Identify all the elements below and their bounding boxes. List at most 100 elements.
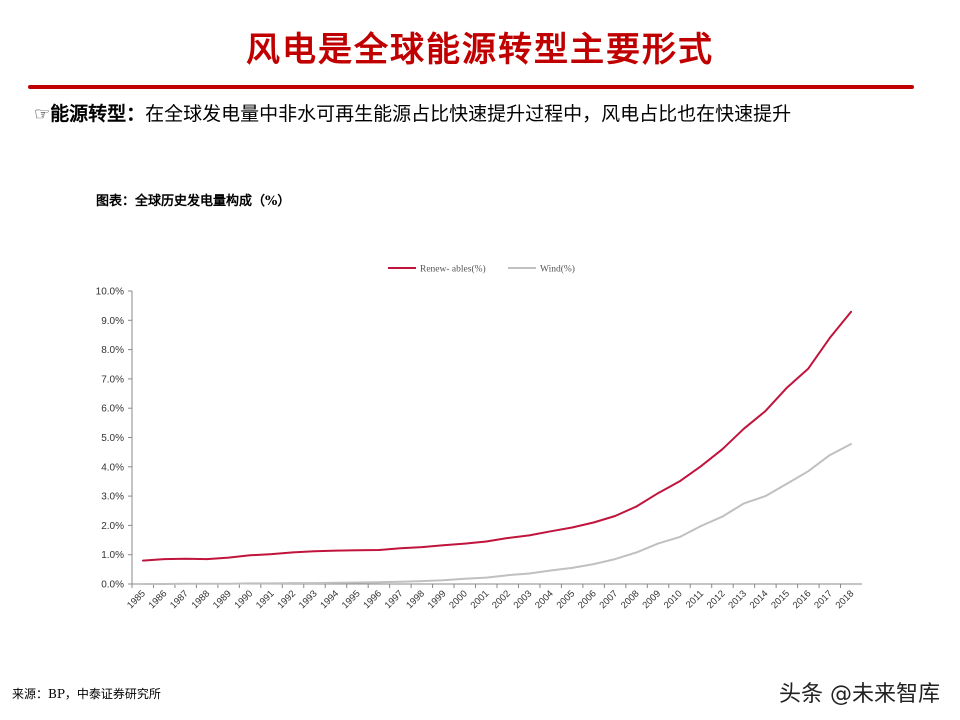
x-tick-label: 2002 <box>490 588 513 611</box>
y-tick-label: 0.0% <box>101 580 124 591</box>
y-tick-label: 10.0% <box>96 287 124 298</box>
key-point-label: 能源转型： <box>50 103 146 125</box>
x-tick-label: 1991 <box>254 588 277 611</box>
series-0-point <box>721 448 724 451</box>
series-1-point <box>270 582 273 585</box>
x-tick-label: 2008 <box>619 588 642 611</box>
line-chart: 0.0% 1.0% 2.0% 3.0% 4.0% 5.0% 6.0% 7.0% 8.0% 9.0%… <box>96 264 862 611</box>
series-1-point <box>635 551 638 554</box>
series-0-point <box>206 558 208 560</box>
series-0-point <box>141 559 144 562</box>
x-tick-label: 2010 <box>662 588 685 611</box>
series-0-point <box>828 337 831 339</box>
series-1-point <box>592 563 595 565</box>
x-tick-label: 2004 <box>533 588 556 611</box>
x-tick-label: 2018 <box>834 588 857 611</box>
chart-caption: 图表：全球历史发电量构成（%） <box>96 194 291 209</box>
series-1-point <box>506 574 509 577</box>
x-tick-label: 1998 <box>404 588 427 611</box>
series-0-point <box>163 558 166 560</box>
x-tick-label: 1992 <box>275 588 298 611</box>
legend-label-1: Wind(%) <box>540 264 575 275</box>
series-0-point <box>313 550 316 552</box>
x-tick-label: 1986 <box>147 588 170 611</box>
series-0-point <box>592 521 595 524</box>
y-tick-label: 7.0% <box>101 374 124 385</box>
series-1-point <box>786 482 788 485</box>
y-tick-label: 2.0% <box>101 521 124 532</box>
series-0-point <box>764 410 767 412</box>
series-1-point <box>614 558 616 560</box>
series-0-point <box>356 549 359 552</box>
x-tick-label: 1997 <box>383 588 406 611</box>
x-tick-label: 2012 <box>705 588 728 611</box>
series-0-point <box>506 537 509 539</box>
series-0-point <box>700 465 702 468</box>
x-tick-label: 2000 <box>447 588 470 611</box>
series-1-point <box>141 583 144 585</box>
series-0-point <box>786 386 788 389</box>
x-tick-label: 1993 <box>297 588 320 611</box>
y-tick-label: 9.0% <box>101 316 124 327</box>
series-1-point <box>421 580 423 582</box>
series-0-point <box>421 546 423 548</box>
source-note: 来源：BP，中泰证券研究所 <box>12 687 161 701</box>
y-tick-label: 6.0% <box>101 404 124 415</box>
title-divider <box>28 85 914 89</box>
series-0-point <box>463 542 466 545</box>
x-tick-label: 2014 <box>748 588 771 611</box>
series-0-point <box>850 310 853 313</box>
series-1-point <box>807 470 810 472</box>
series-1-point <box>163 583 166 585</box>
series-1-point <box>292 582 294 584</box>
series-1-point <box>549 569 552 572</box>
series-0-point <box>657 492 659 494</box>
x-tick-label: 1999 <box>426 588 449 611</box>
series-1-point <box>850 443 853 445</box>
series-1-point <box>313 582 316 584</box>
series-1-point <box>206 582 208 585</box>
x-tick-label: 2001 <box>469 588 492 611</box>
x-tick-label: 2007 <box>597 588 620 611</box>
page-title: 风电是全球能源转型主要形式 <box>246 30 714 70</box>
series-0-point <box>743 427 745 430</box>
series-line-0 <box>142 310 853 562</box>
series-1-point <box>442 579 445 581</box>
series-1-point <box>721 515 724 518</box>
series-0-point <box>378 549 380 551</box>
series-0-point <box>184 558 187 560</box>
x-tick-label: 2015 <box>769 588 792 611</box>
x-tick-label: 2006 <box>576 588 599 611</box>
series-0-point <box>335 549 337 552</box>
series-0-point <box>249 554 251 557</box>
series-0-point <box>292 551 294 554</box>
key-point: ☞能源转型：在全球发电量中非水可再生能源占比快速提升过程中，风电占比也在快速提升 <box>34 100 791 129</box>
y-tick-label: 3.0% <box>101 492 124 503</box>
series-1-point <box>528 572 531 575</box>
series-0-point <box>528 534 531 537</box>
series-1-point <box>335 582 337 584</box>
series-1-point <box>378 581 380 584</box>
series-1-point <box>657 542 659 545</box>
series-1-point <box>356 581 359 584</box>
series-1-point <box>678 536 681 538</box>
x-tick-label: 1996 <box>361 588 384 611</box>
series-0-point <box>442 544 445 547</box>
x-tick-label: 1987 <box>168 588 191 611</box>
x-tick-label: 2017 <box>812 588 835 611</box>
x-tick-label: 2009 <box>640 588 663 611</box>
series-1-point <box>184 582 187 585</box>
x-tick-label: 1995 <box>340 588 363 611</box>
x-tick-label: 1988 <box>190 588 213 611</box>
y-tick-label: 4.0% <box>101 462 124 473</box>
pointing-hand-icon: ☞ <box>34 104 51 125</box>
series-1-point <box>743 502 745 505</box>
series-0-point <box>549 530 552 533</box>
x-tick-label: 2011 <box>684 588 706 610</box>
series-1-point <box>764 495 767 497</box>
series-0-point <box>227 556 230 559</box>
series-0-point <box>270 553 273 555</box>
series-0-point <box>614 515 616 517</box>
series-1-point <box>227 582 230 585</box>
x-tick-label: 2005 <box>555 588 578 611</box>
